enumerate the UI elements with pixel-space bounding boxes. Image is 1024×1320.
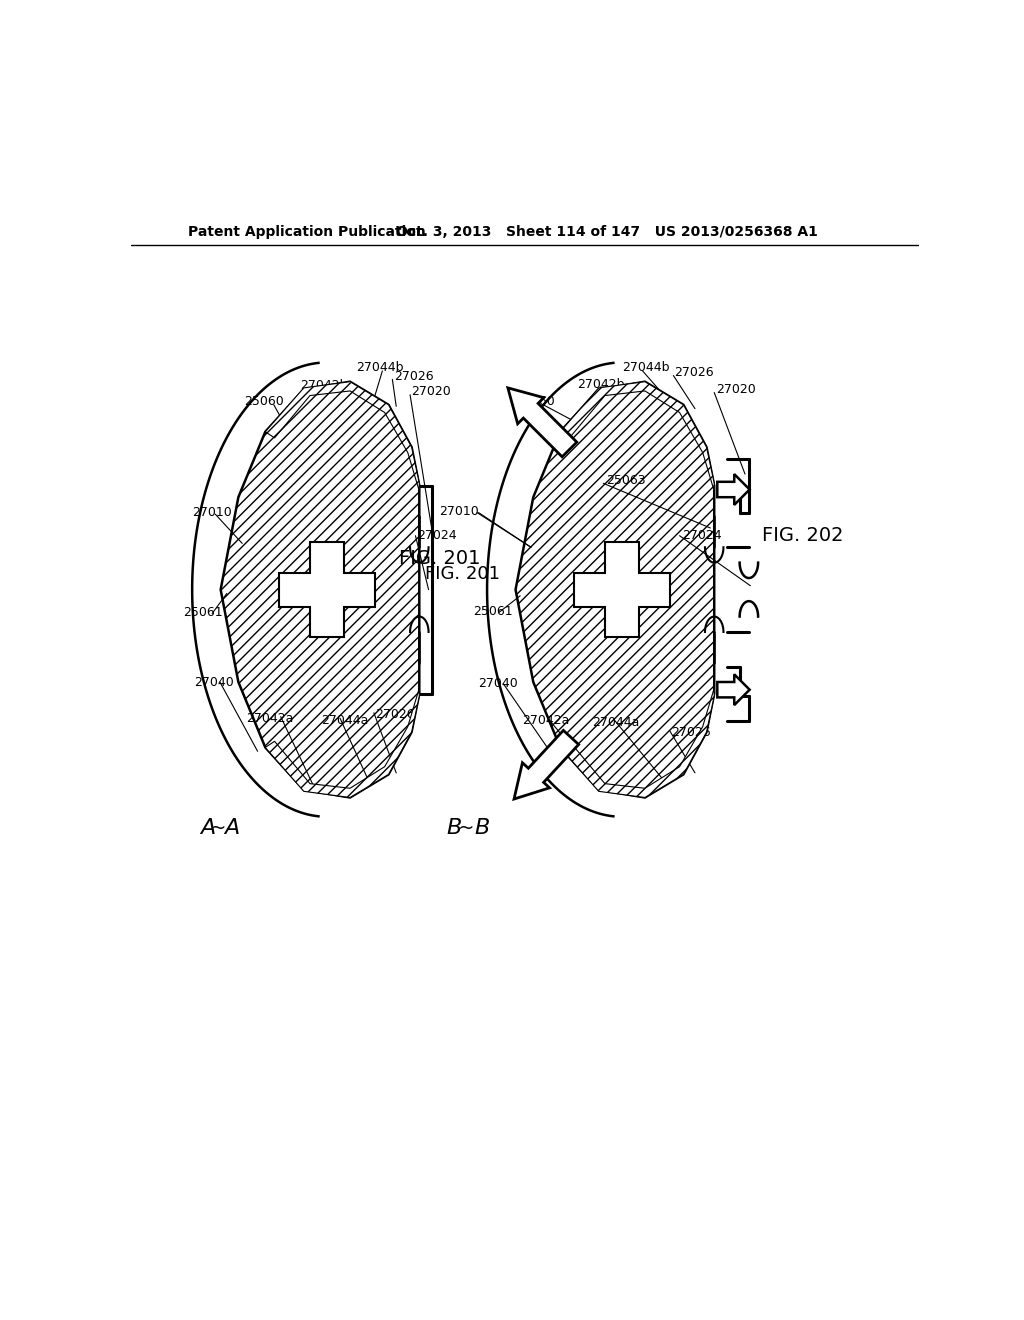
Text: 27010: 27010	[439, 504, 478, 517]
Text: 27026: 27026	[376, 708, 415, 721]
Text: 25061: 25061	[183, 606, 222, 619]
Text: 27020: 27020	[716, 383, 756, 396]
Text: 27044b: 27044b	[356, 362, 403, 375]
Text: 27040: 27040	[478, 677, 518, 690]
Text: 27020: 27020	[412, 385, 452, 399]
Text: ~: ~	[210, 818, 226, 838]
Text: B: B	[446, 818, 462, 838]
Text: FIG. 201: FIG. 201	[425, 565, 500, 583]
Text: 27026: 27026	[674, 366, 714, 379]
Text: 25062: 25062	[276, 598, 316, 611]
Polygon shape	[560, 688, 714, 797]
Polygon shape	[717, 675, 750, 705]
Text: 27042a: 27042a	[246, 713, 294, 726]
Text: 25063: 25063	[606, 474, 646, 487]
Text: 27044a: 27044a	[322, 714, 369, 727]
Text: 27042a: 27042a	[521, 714, 569, 727]
Polygon shape	[560, 381, 714, 491]
Text: 27040: 27040	[194, 676, 233, 689]
Polygon shape	[220, 381, 419, 797]
Text: Oct. 3, 2013   Sheet 114 of 147   US 2013/0256368 A1: Oct. 3, 2013 Sheet 114 of 147 US 2013/02…	[396, 226, 818, 239]
Text: 27044a: 27044a	[593, 715, 640, 729]
Text: 27042b: 27042b	[300, 379, 347, 392]
Text: 27044b: 27044b	[622, 362, 670, 375]
Polygon shape	[265, 381, 419, 491]
Text: 25060: 25060	[245, 395, 285, 408]
Polygon shape	[717, 474, 750, 506]
Text: ~: ~	[458, 818, 474, 838]
Text: 27024: 27024	[682, 529, 722, 543]
Text: FIG. 202: FIG. 202	[762, 527, 844, 545]
Polygon shape	[574, 543, 670, 638]
Text: 27042b: 27042b	[578, 378, 625, 391]
Polygon shape	[515, 381, 714, 797]
Text: 25061: 25061	[473, 605, 513, 618]
Text: FIG. 201: FIG. 201	[398, 549, 480, 569]
Text: 27010: 27010	[193, 506, 231, 519]
Text: A: A	[200, 818, 215, 838]
Polygon shape	[514, 730, 579, 799]
Polygon shape	[508, 388, 577, 457]
Polygon shape	[265, 688, 419, 797]
Text: 25060: 25060	[515, 395, 555, 408]
Text: B: B	[474, 818, 489, 838]
Text: Patent Application Publication: Patent Application Publication	[188, 226, 426, 239]
Text: 27026: 27026	[394, 370, 433, 383]
Text: 27026: 27026	[671, 726, 711, 739]
Text: 25062: 25062	[572, 598, 612, 611]
Text: 27024: 27024	[417, 529, 457, 543]
Polygon shape	[280, 543, 375, 638]
Text: A: A	[224, 818, 240, 838]
